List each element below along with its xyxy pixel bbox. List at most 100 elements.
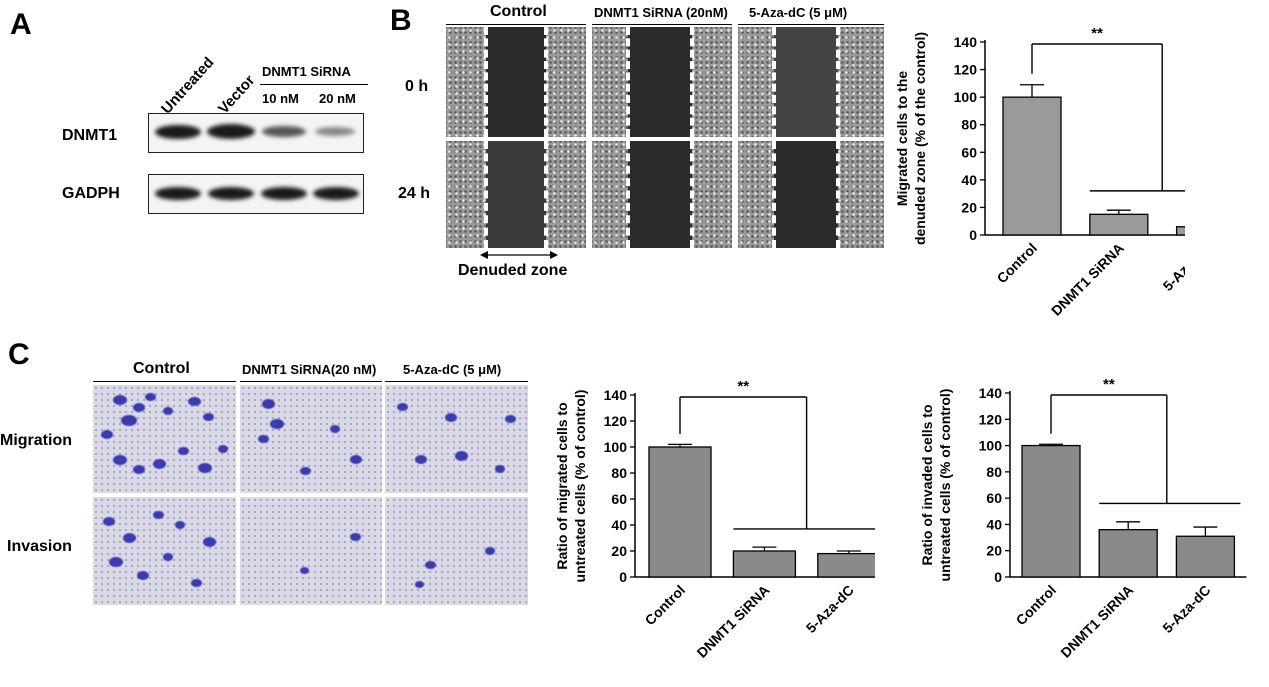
- y-tick-label: 80: [961, 117, 977, 133]
- y-tick-label: 0: [619, 569, 627, 585]
- bar: [1175, 226, 1185, 236]
- band-20nm: [313, 187, 359, 200]
- transwell-row-label-migration: Migration: [0, 432, 72, 449]
- blot-row-label-dnmt1: DNMT1: [62, 127, 118, 144]
- wound-image-control-24h: [446, 141, 586, 248]
- sirna-dose-10: 10 nM: [262, 91, 299, 106]
- wound-header-rule: [592, 24, 732, 25]
- blot-row-label-gadph: GADPH: [62, 185, 120, 202]
- y-axis-label: untreated cells (% of control): [572, 390, 588, 583]
- western-blot-dnmt1: [148, 113, 364, 153]
- transwell-col-header-control: Control: [133, 360, 190, 377]
- bar: [1098, 529, 1158, 578]
- denuded-zone-label: Denuded zone: [458, 262, 568, 279]
- bar-chart-wound-healing: 0 20 40 60 80 100 120 140 Migrated cells to the d…: [894, 25, 1185, 319]
- western-blot-gadph: [148, 174, 364, 214]
- x-tick-label: DNMT1 SiRNA: [1048, 240, 1127, 319]
- band-vector: [208, 187, 254, 200]
- x-tick-label: DNMT1 SiRNA: [1057, 582, 1136, 661]
- band-10nm: [262, 126, 306, 137]
- y-axis-label: Ratio of migrated cells to: [554, 402, 570, 569]
- wound-image-sirna-24h: [592, 141, 732, 248]
- wound-image-control-0h: [446, 27, 586, 137]
- wound-col-header-control: Control: [490, 3, 547, 20]
- transwell-image-control-migration: [93, 385, 236, 493]
- y-axis-label: denuded zone (% of the control): [912, 32, 928, 245]
- y-tick-label: 20: [961, 199, 977, 215]
- wound-image-aza-24h: [738, 141, 884, 248]
- y-tick-label: 0: [994, 569, 1002, 585]
- y-tick-label: 60: [961, 144, 977, 160]
- transwell-row-label-invasion: Invasion: [7, 538, 72, 555]
- sirna-header: DNMT1 SiRNA: [262, 64, 351, 79]
- transwell-header-rule: [93, 381, 236, 382]
- band-untreated: [155, 125, 201, 139]
- transwell-image-sirna-invasion: [240, 497, 382, 605]
- transwell-image-aza-migration: [385, 385, 528, 493]
- wound-header-rule: [738, 24, 884, 25]
- bar: [732, 550, 797, 578]
- x-tick-label: 5-Aza-dC: [1159, 582, 1213, 636]
- wound-row-label-0h: 0 h: [405, 78, 429, 95]
- wound-header-rule: [446, 24, 586, 25]
- wound-row-label-24h: 24 h: [398, 185, 431, 202]
- x-tick-label: Control: [642, 582, 689, 629]
- bar: [817, 552, 875, 578]
- y-tick-label: 80: [986, 464, 1002, 480]
- band-vector: [207, 124, 255, 139]
- transwell-image-aza-invasion: [385, 497, 528, 605]
- transwell-col-header-aza: 5-Aza-dC (5 μM): [403, 362, 502, 377]
- transwell-header-rule: [240, 381, 382, 382]
- y-tick-label: 80: [611, 465, 627, 481]
- x-tick-label: Control: [994, 240, 1041, 287]
- wound-col-header-aza: 5-Aza-dC (5 μM): [749, 5, 848, 20]
- panel-c-label: C: [8, 338, 30, 371]
- bar: [1021, 444, 1081, 578]
- band-10nm: [261, 187, 307, 200]
- y-tick-label: 100: [979, 438, 1003, 454]
- lane-label-untreated: Untreated: [158, 53, 218, 118]
- y-tick-label: 120: [604, 413, 628, 429]
- denuded-zone-arrow: [480, 251, 558, 259]
- y-tick-label: 60: [611, 491, 627, 507]
- transwell-image-control-invasion: [93, 497, 236, 605]
- significance-marker: **: [1091, 25, 1103, 42]
- x-tick-label: 5-Aza-dC: [1160, 240, 1185, 294]
- y-tick-label: 20: [986, 543, 1002, 559]
- y-tick-label: 60: [986, 490, 1002, 506]
- bar-chart-migration: 0 20 40 60 80 100 120 140 Ratio of migrated cell…: [554, 378, 875, 661]
- significance-marker: **: [1103, 376, 1115, 393]
- bar: [648, 446, 712, 578]
- wound-image-aza-0h: [738, 27, 884, 137]
- y-tick-label: 100: [954, 89, 978, 105]
- y-tick-label: 40: [961, 172, 977, 188]
- bar: [1175, 535, 1236, 578]
- bar-chart-invasion: 0 20 40 60 80 100 120 140 Ratio of invaded cells…: [919, 376, 1247, 661]
- transwell-image-sirna-migration: [240, 385, 382, 493]
- x-tick-label: Control: [1013, 582, 1060, 629]
- x-tick-label: 5-Aza-dC: [803, 582, 857, 636]
- bar: [1089, 213, 1149, 236]
- y-tick-label: 140: [954, 34, 978, 50]
- y-tick-label: 20: [611, 543, 627, 559]
- y-tick-label: 140: [979, 385, 1003, 401]
- sirna-dose-20: 20 nM: [319, 91, 356, 106]
- y-tick-label: 140: [604, 387, 628, 403]
- y-tick-label: 100: [604, 439, 628, 455]
- band-20nm: [315, 127, 355, 136]
- lane-label-vector: Vector: [215, 71, 259, 118]
- wound-col-header-sirna: DNMT1 SiRNA (20nM): [594, 5, 728, 20]
- sirna-header-underline: [260, 84, 368, 85]
- band-untreated: [155, 187, 201, 200]
- y-tick-label: 120: [979, 411, 1003, 427]
- transwell-header-rule: [385, 381, 528, 382]
- panel-b-label: B: [390, 4, 412, 37]
- y-tick-label: 40: [986, 516, 1002, 532]
- y-tick-label: 0: [969, 227, 977, 243]
- y-tick-label: 120: [954, 62, 978, 78]
- panel-a-label: A: [10, 8, 32, 41]
- wound-image-sirna-0h: [592, 27, 732, 137]
- transwell-col-header-sirna: DNMT1 SiRNA(20 nM): [242, 362, 377, 377]
- y-axis-label: Migrated cells to the: [894, 71, 910, 207]
- y-tick-label: 40: [611, 517, 627, 533]
